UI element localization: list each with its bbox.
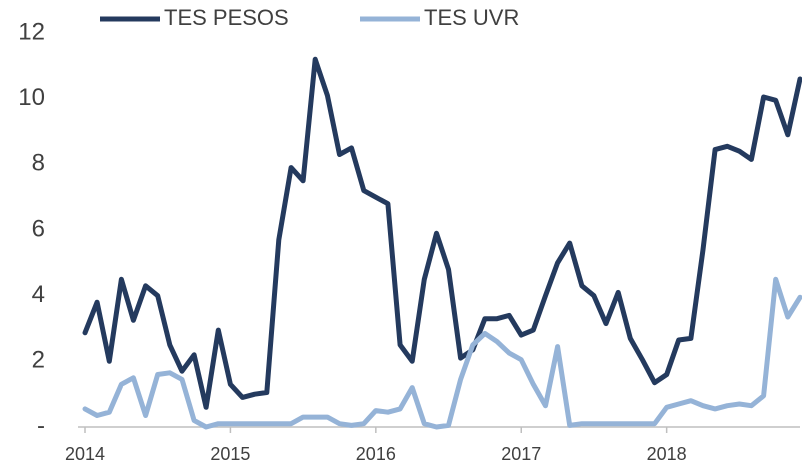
y-tick-label: 10 [18, 84, 45, 111]
legend-label: TES PESOS [164, 5, 289, 30]
y-tick-label: 2 [32, 347, 45, 374]
x-tick-label: 2017 [501, 444, 541, 464]
y-tick-label: 6 [32, 215, 45, 242]
y-tick-label: - [37, 412, 45, 439]
legend-label: TES UVR [424, 5, 519, 30]
x-tick-label: 2014 [65, 444, 105, 464]
series-line [82, 276, 802, 430]
x-tick-label: 2015 [210, 444, 250, 464]
series-line [82, 56, 802, 410]
x-tick-label: 2018 [647, 444, 687, 464]
y-tick-label: 12 [18, 18, 45, 45]
y-tick-label: 8 [32, 150, 45, 177]
x-tick-label: 2016 [356, 444, 396, 464]
y-tick-label: 4 [32, 281, 45, 308]
